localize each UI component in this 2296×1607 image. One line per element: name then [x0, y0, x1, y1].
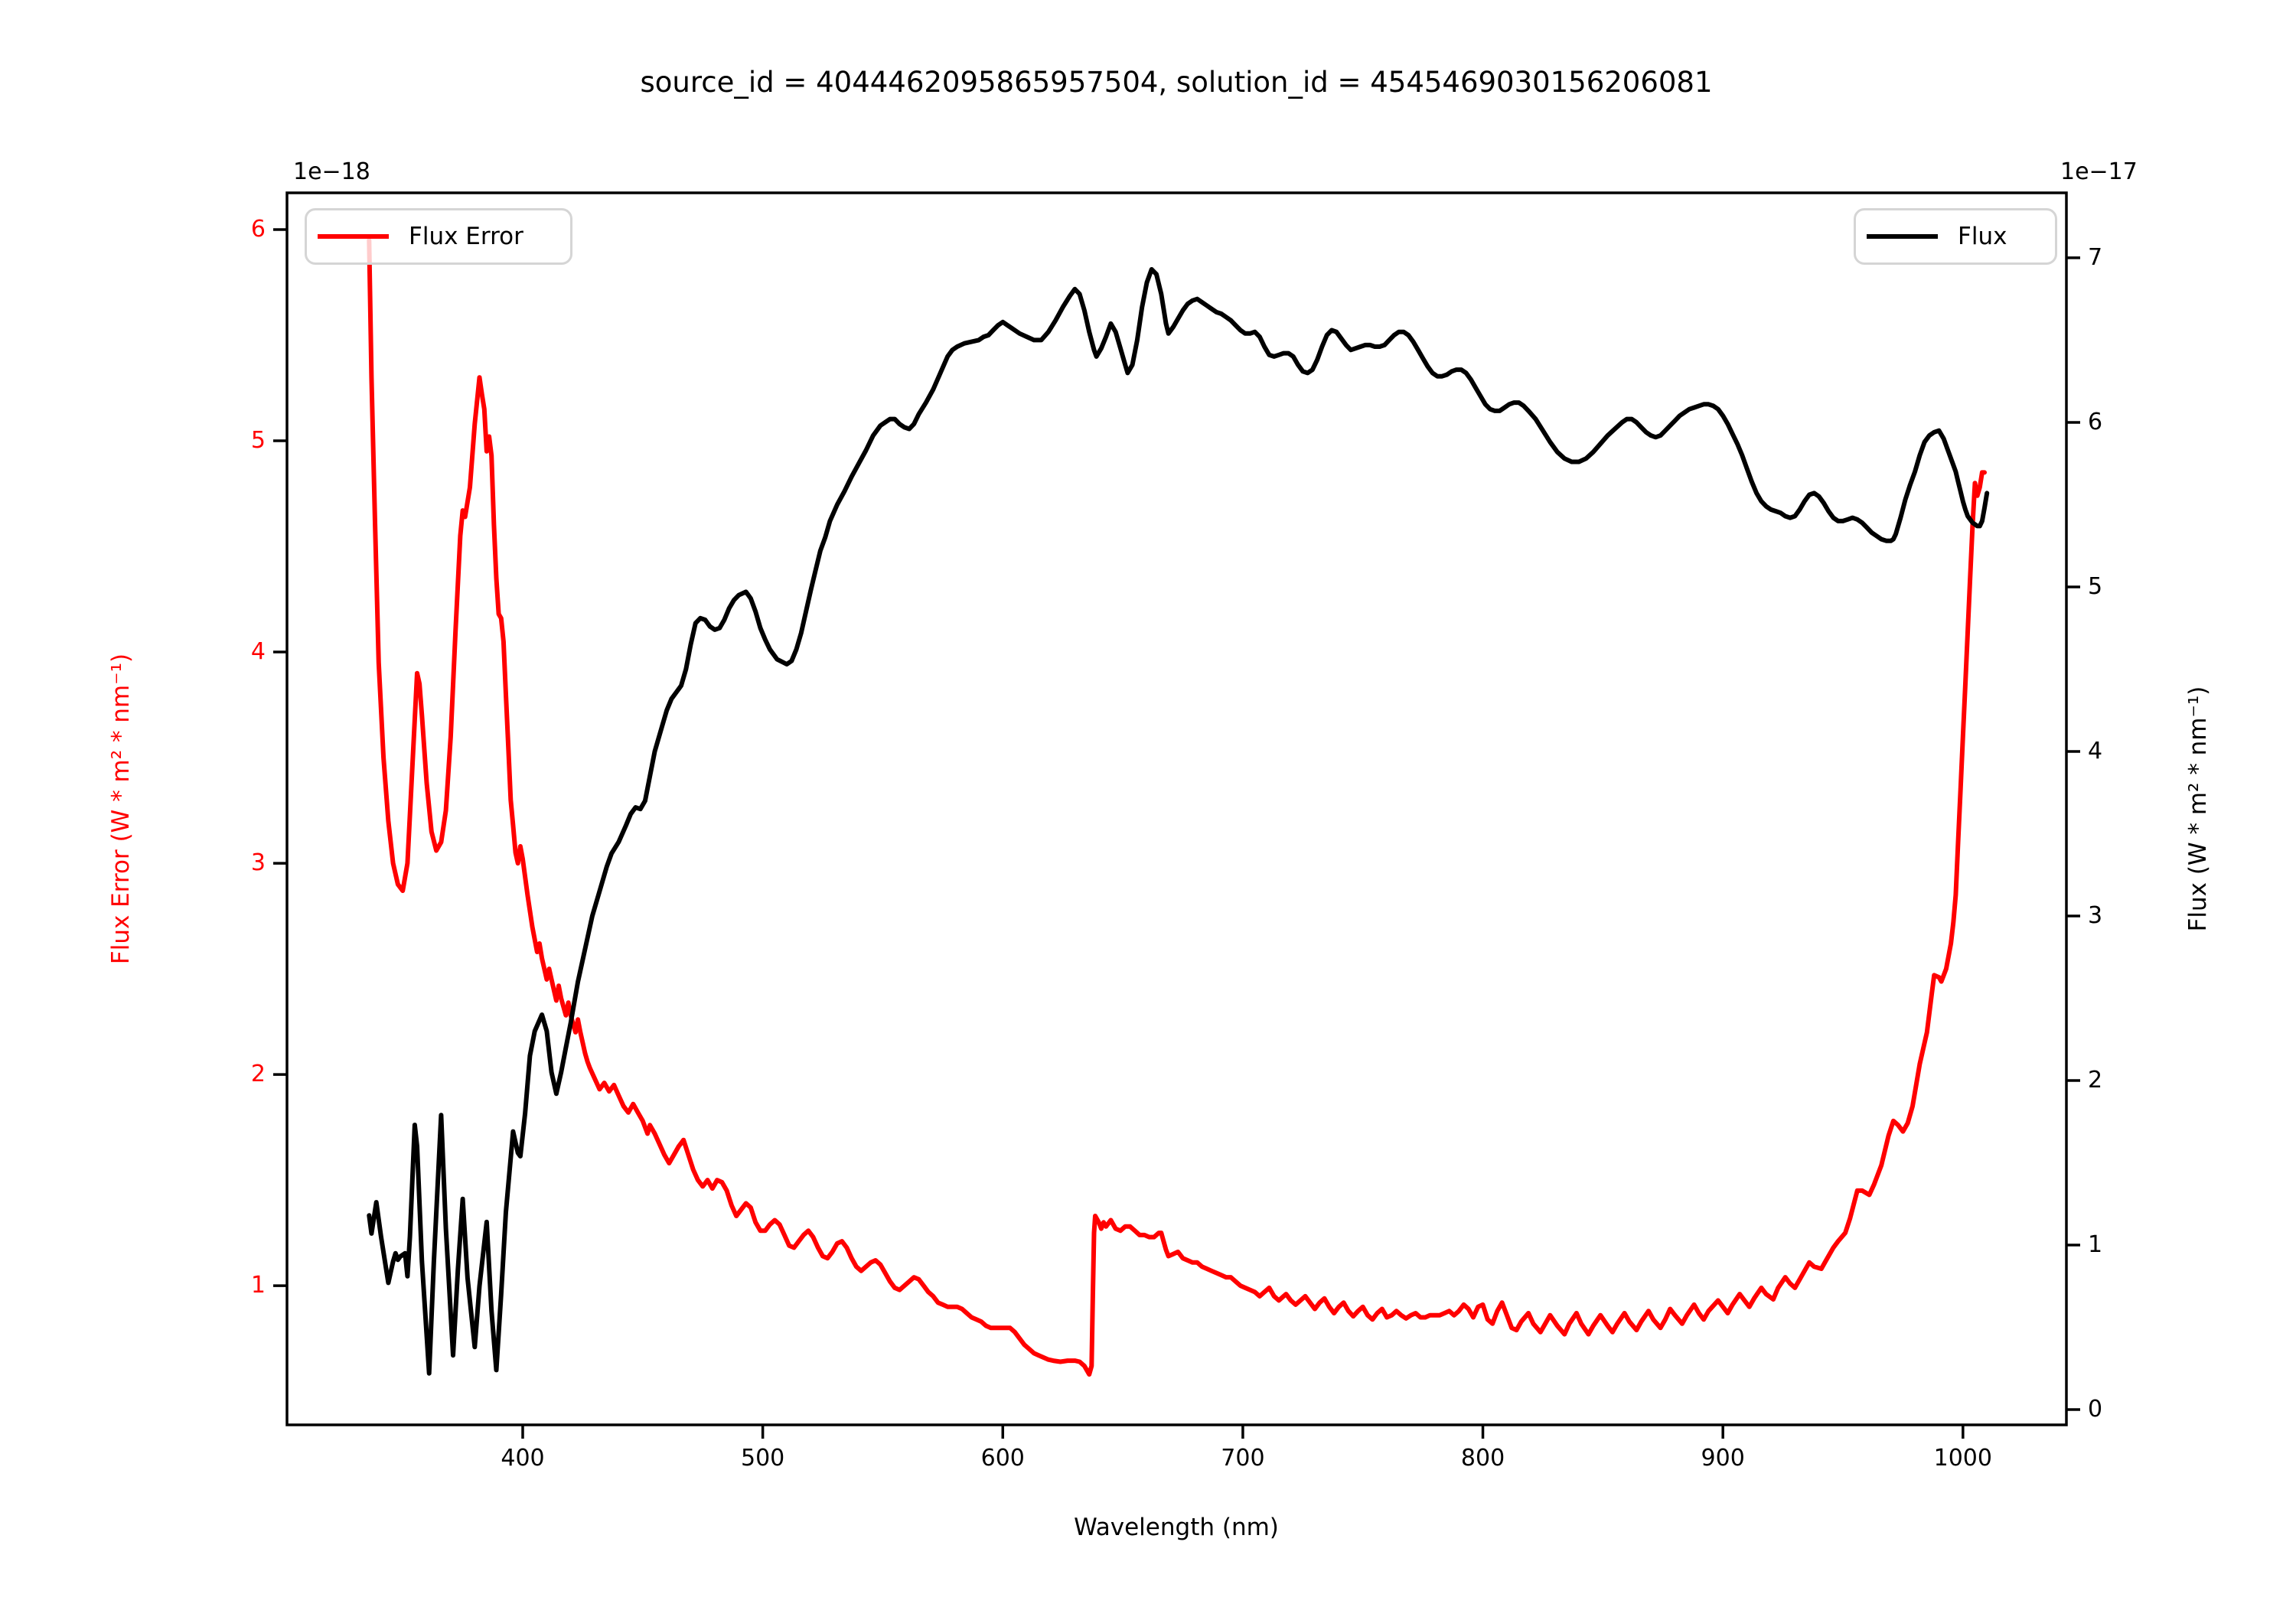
left-y-tick-label: 5	[250, 427, 266, 455]
legend-flux-error: Flux Error	[305, 208, 572, 265]
right-y-tick-label: 3	[2088, 901, 2103, 929]
left-y-axis-label: Flux Error (W * m² * nm⁻¹)	[107, 653, 135, 965]
x-tick-label: 600	[980, 1445, 1025, 1472]
plot-title: source_id = 4044462095865957504, solutio…	[640, 66, 1713, 99]
right-y-axis-label: Flux (W * m² * nm⁻¹)	[2184, 686, 2212, 932]
x-tick-label: 400	[501, 1445, 545, 1472]
right-y-tick-label: 1	[2088, 1231, 2103, 1258]
left-y-tick-label: 4	[250, 638, 266, 666]
legend-flux-error-label: Flux Error	[409, 223, 523, 250]
left-axis-offset-label: 1e−18	[293, 158, 370, 185]
x-tick-label: 700	[1221, 1445, 1265, 1472]
legend-flux-label: Flux	[1958, 223, 2007, 250]
right-y-tick-label: 5	[2088, 572, 2103, 600]
right-y-tick-label: 2	[2088, 1066, 2103, 1094]
x-tick-label: 500	[740, 1445, 785, 1472]
legend-flux: Flux	[1854, 208, 2057, 265]
left-y-tick-label: 2	[250, 1061, 266, 1088]
curve-flux-error	[367, 237, 1987, 1377]
x-tick-label: 1000	[1933, 1445, 1992, 1472]
left-y-tick-label: 6	[250, 216, 266, 243]
x-tick-label: 800	[1460, 1445, 1505, 1472]
right-y-tick-label: 4	[2088, 737, 2103, 764]
curve-flux	[367, 267, 1990, 1376]
right-y-tick-label: 6	[2088, 408, 2103, 435]
left-y-tick-label: 3	[250, 849, 266, 877]
flux-error-line-sample	[318, 234, 389, 239]
x-axis-label: Wavelength (nm)	[1074, 1514, 1279, 1541]
right-y-tick-label: 7	[2088, 243, 2103, 271]
flux-line-sample	[1867, 234, 1938, 239]
x-tick-label: 900	[1701, 1445, 1745, 1472]
right-axis-offset-label: 1e−17	[2060, 158, 2138, 185]
right-y-tick-label: 0	[2088, 1396, 2103, 1423]
axes-spines	[285, 191, 2068, 1426]
left-y-tick-label: 1	[250, 1272, 266, 1299]
